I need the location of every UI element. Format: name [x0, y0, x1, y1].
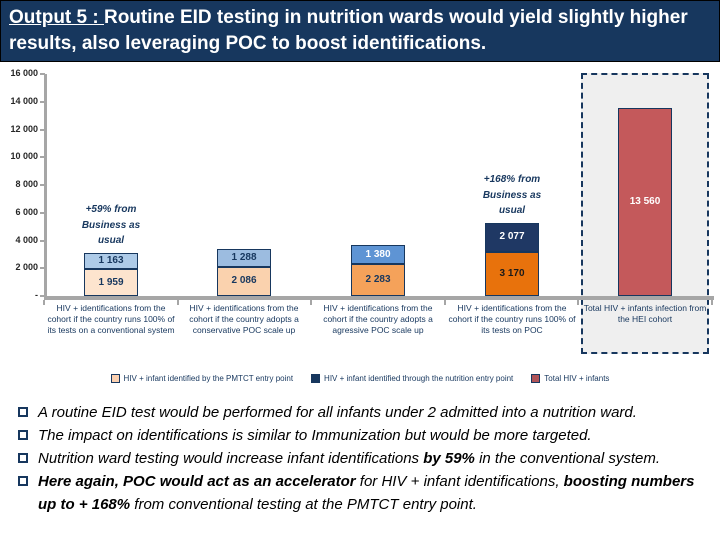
bar: 13 560 — [618, 108, 672, 297]
bar-value-label: 1 288 — [231, 251, 257, 263]
bar-segment: 2 077 — [485, 223, 539, 252]
y-axis-tick-label: 14 000 — [10, 95, 38, 106]
y-axis-tick-mark — [40, 128, 45, 131]
bar-value-label: 2 077 — [499, 231, 525, 243]
bullet-text-segment: from conventional testing at the PMTCT e… — [130, 496, 477, 513]
bar-annotation: +59% from Business as usual — [81, 204, 141, 246]
bar-segment: 2 283 — [351, 264, 405, 296]
x-axis-category-label: HIV + identifications from the cohort if… — [323, 303, 433, 336]
bullet-text: Here again, POC would act as an accelera… — [38, 470, 714, 516]
y-axis-tick-label: 16 000 — [10, 68, 38, 78]
bar-value-label: 1 380 — [365, 248, 391, 260]
legend-swatch-icon — [531, 374, 541, 383]
bullet-square-icon — [18, 430, 28, 440]
bullet-square-icon — [18, 407, 28, 417]
legend-label: HIV + infant identified through the nutr… — [324, 374, 514, 383]
bar-segment: 1 288 — [217, 249, 271, 267]
title-text: Routine EID testing in nutrition wards w… — [9, 7, 688, 54]
bar-segment: 1 959 — [84, 269, 138, 297]
y-axis-tick-label: 4 000 — [15, 234, 38, 245]
legend-swatch-icon — [110, 374, 120, 383]
y-axis-line — [44, 74, 47, 300]
bullet-text-segment: The impact on identifications is similar… — [38, 427, 592, 444]
y-axis-tick-mark — [40, 211, 45, 214]
bullet-text-segment: for HIV + infant identifications, — [355, 473, 564, 490]
bullet-text-segment: by 59% — [423, 450, 475, 467]
bar-value-label: 2 283 — [365, 273, 391, 285]
bullet-square-icon — [18, 453, 28, 463]
bullet-text: Nutrition ward testing would increase in… — [38, 447, 714, 470]
y-axis-tick-label: 8 000 — [15, 179, 38, 189]
bar-value-label: 3 170 — [499, 267, 525, 279]
title-prefix: Output 5 : — [9, 7, 104, 28]
chart: 16 000 14 000 12 000 10 000 8 000 6 000 4 000 2… — [0, 63, 720, 373]
legend-label: Total HIV + infants — [544, 374, 610, 383]
chart-legend: HIV + infant identified by the PMTCT ent… — [0, 374, 720, 383]
y-axis-tick-mark — [40, 184, 45, 186]
x-axis-line — [44, 296, 714, 300]
bullet-text: A routine EID test would be performed fo… — [38, 401, 714, 424]
y-axis-tick-mark — [40, 267, 45, 270]
bullet-item: A routine EID test would be performed fo… — [16, 401, 714, 424]
bar-value-label: 1 959 — [98, 276, 124, 288]
bar-value-label: 1 163 — [98, 255, 124, 267]
bullet-item: Nutrition ward testing would increase in… — [16, 447, 714, 470]
bar: 2 077 3 170 — [485, 223, 539, 296]
bar-segment: 2 086 — [217, 266, 271, 296]
bar-segment: 13 560 — [618, 108, 672, 297]
y-axis-tick-mark — [40, 73, 45, 75]
bar: 1 163 1 959 — [84, 253, 138, 297]
title-bar: Output 5 : Routine EID testing in nutrit… — [0, 0, 720, 62]
x-axis-category-label: HIV + identifications from the cohort if… — [47, 303, 175, 336]
bar-value-label: 13 560 — [629, 196, 661, 208]
bullet-square-icon — [18, 476, 28, 486]
bullet-item: Here again, POC would act as an accelera… — [16, 470, 714, 516]
legend-item: HIV + infant identified by the PMTCT ent… — [110, 374, 294, 383]
y-axis-tick-label: 2 000 — [15, 262, 38, 273]
x-axis-tick-mark — [176, 300, 179, 305]
x-axis-tick-mark — [577, 300, 580, 305]
legend-item: Total HIV + infants — [531, 374, 609, 383]
bar-segment: 1 163 — [84, 253, 138, 270]
y-axis-tick-label: - — [35, 290, 38, 300]
y-axis-tick-mark — [40, 156, 45, 159]
bullet-list: A routine EID test would be performed fo… — [16, 401, 714, 516]
legend-item: HIV + infant identified through the nutr… — [311, 374, 513, 383]
x-axis-tick-mark — [443, 300, 446, 305]
x-axis-category-label: HIV + identifications from the cohort if… — [189, 303, 299, 336]
x-axis-category-label: Total HIV + infants infection from the H… — [583, 303, 707, 325]
bar: 1 288 2 086 — [217, 249, 271, 296]
y-axis-tick-label: 10 000 — [10, 151, 38, 162]
bullet-text-segment: A routine EID test would be performed fo… — [38, 404, 637, 421]
bullet-item: The impact on identifications is similar… — [16, 424, 714, 447]
y-axis-tick-mark — [40, 239, 45, 242]
bullet-text-segment: Nutrition ward testing would increase in… — [38, 450, 424, 467]
bullet-text-segment: Here again, POC would act as an accelera… — [38, 473, 356, 490]
bar-segment: 1 380 — [351, 245, 405, 265]
bar: 1 380 2 283 — [351, 245, 405, 296]
y-axis-tick-mark — [40, 295, 45, 297]
bar-value-label: 2 086 — [231, 275, 257, 287]
bullet-text-segment: in the conventional system. — [474, 450, 661, 467]
x-axis-tick-mark — [711, 300, 713, 305]
y-axis-tick-label: 6 000 — [15, 206, 38, 217]
bar-segment: 3 170 — [485, 251, 539, 296]
legend-swatch-icon — [311, 374, 321, 383]
bullet-text: The impact on identifications is similar… — [38, 424, 714, 447]
x-axis-tick-mark — [310, 300, 313, 305]
bullet-text-segment: boosting numbers up to + 168% — [38, 473, 695, 513]
bar-annotation: +168% from Business as usual — [482, 174, 542, 216]
y-axis-tick-label: 12 000 — [10, 123, 38, 134]
legend-label: HIV + infant identified by the PMTCT ent… — [123, 374, 294, 383]
y-axis-tick-mark — [40, 100, 45, 103]
x-axis-category-label: HIV + identifications from the cohort if… — [448, 303, 576, 336]
x-axis-tick-mark — [43, 300, 45, 305]
